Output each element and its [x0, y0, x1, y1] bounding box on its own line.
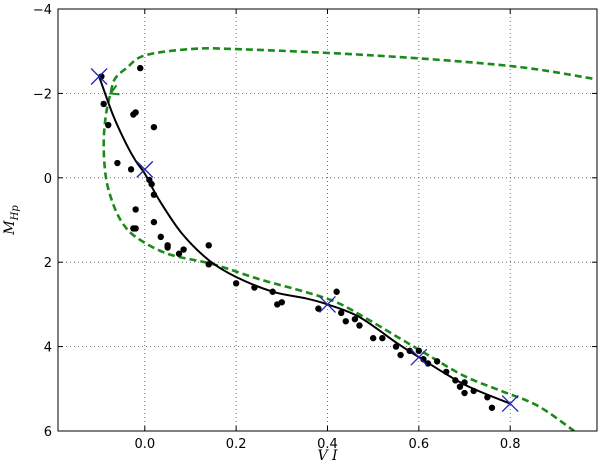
- x-marker-stroke: [136, 160, 154, 178]
- data-point: [148, 180, 155, 188]
- y-tick-label: 0: [44, 172, 52, 187]
- y-tick-label: 2: [44, 256, 52, 271]
- data-point: [392, 343, 400, 350]
- data-point: [150, 123, 158, 131]
- data-point: [338, 309, 345, 317]
- x-marker: [136, 160, 154, 178]
- x-tick-label: 0.6: [409, 437, 430, 452]
- data-point: [369, 334, 377, 342]
- data-point: [351, 315, 359, 323]
- x-marker-stroke: [410, 348, 428, 366]
- x-marker-stroke: [501, 395, 519, 413]
- y-axis-label-main: M: [2, 220, 18, 236]
- y-axis-label-sub: Hp: [10, 205, 21, 222]
- data-point: [175, 250, 183, 257]
- data-point: [461, 389, 468, 397]
- x-marker: [410, 348, 428, 366]
- data-point: [100, 100, 107, 108]
- data-point: [105, 121, 112, 129]
- data-point: [205, 261, 212, 268]
- x-tick-label: 0.0: [134, 437, 155, 452]
- y-axis-label: MHp: [2, 205, 21, 236]
- x-marker-stroke: [319, 295, 336, 313]
- data-point: [433, 358, 441, 365]
- plot-frame: [57, 8, 598, 432]
- data-point: [232, 280, 240, 287]
- data-point: [278, 299, 286, 306]
- data-point: [180, 246, 187, 253]
- data-point: [205, 242, 212, 249]
- x-marker: [501, 395, 519, 413]
- data-point: [397, 351, 404, 359]
- data-point: [470, 387, 477, 395]
- y-tick-label: −2: [33, 87, 52, 102]
- y-tick-label: 4: [44, 341, 52, 356]
- data-point: [130, 111, 137, 118]
- data-point: [456, 383, 464, 390]
- ticks: 0.0 0.2 0.4 0.6 0.8 −4 −2 0 2 4 6: [33, 3, 597, 452]
- data-point: [488, 404, 496, 411]
- data-point: [132, 206, 139, 213]
- x-marker: [319, 295, 336, 313]
- x-marker: [90, 68, 108, 85]
- x-axis-label: V I: [317, 448, 338, 464]
- data-point: [356, 322, 363, 329]
- data-point: [461, 379, 468, 386]
- data-point: [150, 191, 158, 198]
- x-tick-label: 0.8: [500, 437, 521, 452]
- data-point: [132, 225, 139, 232]
- y-tick-label: 6: [44, 425, 52, 440]
- data-point: [157, 233, 164, 241]
- x-tick-label: 0.4: [317, 437, 338, 452]
- data-point: [484, 394, 491, 401]
- series-layer: [90, 46, 593, 431]
- black-solid-curve: [98, 76, 511, 405]
- data-point: [315, 305, 322, 312]
- grid: [58, 8, 597, 432]
- data-point: [164, 242, 171, 249]
- data-point: [114, 159, 121, 167]
- data-point: [342, 318, 349, 325]
- data-point: [127, 166, 135, 173]
- data-point: [443, 368, 450, 376]
- green-dashed-curve: [102, 46, 593, 431]
- green-curve-arrowhead: [108, 84, 120, 96]
- data-point: [251, 284, 258, 291]
- data-point: [379, 334, 386, 342]
- data-point: [150, 218, 158, 226]
- data-point: [415, 347, 423, 355]
- data-point: [137, 64, 144, 72]
- y-tick-label: −4: [33, 3, 52, 18]
- data-point: [269, 288, 276, 295]
- x-tick-label: 0.2: [226, 437, 247, 452]
- data-point: [333, 288, 340, 295]
- data-point: [452, 377, 459, 384]
- x-marker-stroke: [90, 68, 108, 85]
